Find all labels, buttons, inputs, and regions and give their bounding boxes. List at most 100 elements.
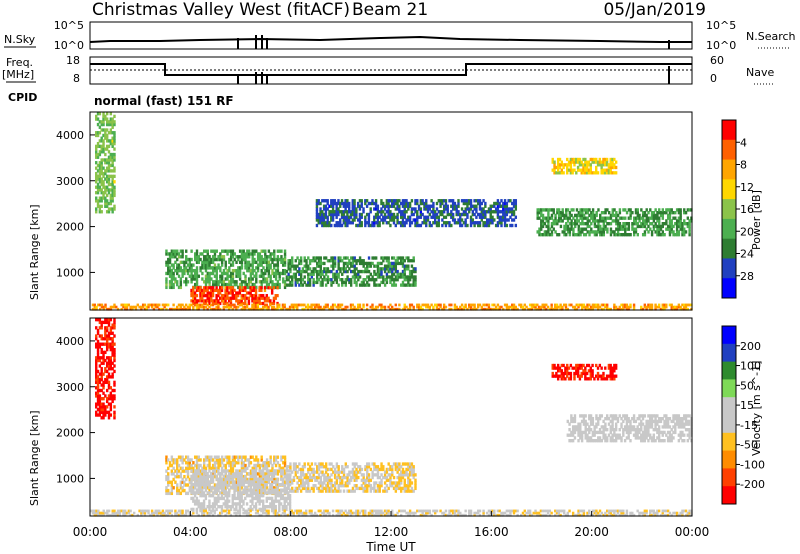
data-cell [206, 288, 209, 293]
data-cell [507, 307, 510, 311]
data-cell [244, 455, 247, 459]
data-cell [460, 303, 464, 307]
data-cell [611, 157, 614, 162]
data-cell [170, 280, 174, 284]
data-cell [199, 474, 202, 479]
data-cell [346, 465, 349, 469]
data-cell [215, 488, 218, 492]
data-cell [599, 233, 602, 237]
data-cell [652, 227, 656, 231]
data-cell [96, 347, 100, 352]
data-cell [231, 271, 235, 276]
data-cell [238, 282, 242, 287]
data-cell [219, 291, 222, 295]
data-cell [197, 260, 200, 265]
data-cell [316, 280, 319, 285]
data-cell [177, 285, 181, 290]
data-cell [353, 272, 356, 276]
data-cell [321, 470, 324, 474]
data-cell [244, 458, 247, 462]
data-cell [348, 261, 351, 266]
data-cell [330, 201, 333, 206]
data-cell [576, 165, 580, 170]
data-cell [321, 484, 324, 488]
data-cell [605, 163, 609, 167]
data-cell [561, 208, 564, 212]
data-cell [265, 299, 268, 303]
data-cell [683, 233, 686, 237]
data-cell [414, 278, 417, 282]
data-cell [233, 280, 236, 284]
data-cell [392, 475, 396, 480]
data-cell [177, 263, 181, 267]
data-cell [545, 219, 548, 223]
data-cell [641, 233, 645, 237]
data-cell [256, 461, 260, 465]
data-cell [111, 139, 114, 143]
data-cell [547, 211, 550, 215]
data-cell [606, 227, 609, 231]
data-cell [416, 221, 419, 225]
data-cell [310, 272, 314, 276]
data-cell [208, 494, 211, 498]
data-cell [441, 223, 444, 228]
data-cell [339, 267, 342, 271]
data-cell [96, 163, 100, 168]
data-cell [242, 280, 245, 284]
data-cell [104, 196, 107, 200]
data-cell [291, 478, 294, 482]
data-cell [204, 469, 208, 473]
data-cell [584, 227, 588, 231]
data-cell [113, 139, 116, 143]
data-cell [217, 494, 220, 498]
data-cell [183, 474, 186, 479]
data-cell [185, 455, 188, 459]
data-cell [369, 305, 372, 309]
data-cell [396, 475, 399, 480]
data-cell [367, 478, 371, 482]
data-cell [179, 474, 183, 479]
data-cell [192, 477, 195, 481]
data-cell [414, 269, 417, 274]
data-cell [289, 267, 292, 271]
data-cell [466, 199, 469, 203]
data-cell [342, 307, 346, 311]
data-cell [412, 470, 415, 474]
data-cell [211, 294, 215, 298]
data-cell [269, 266, 272, 270]
data-cell [600, 171, 603, 175]
data-cell [317, 462, 321, 466]
data-cell [654, 305, 657, 309]
data-cell [283, 260, 287, 265]
data-cell [229, 271, 233, 276]
data-cell [254, 291, 258, 295]
data-cell [339, 475, 342, 480]
data-cell [102, 380, 105, 385]
data-cell [188, 263, 192, 267]
data-cell [351, 475, 355, 480]
data-cell [299, 489, 303, 493]
data-cell [181, 268, 184, 273]
data-cell [509, 199, 512, 203]
data-cell [366, 473, 369, 477]
data-cell [124, 303, 127, 307]
data-cell [256, 252, 260, 256]
data-cell [367, 473, 371, 477]
data-cell [107, 413, 111, 417]
data-cell [98, 188, 102, 192]
data-cell [220, 485, 224, 490]
data-cell [206, 472, 209, 476]
data-cell [105, 177, 109, 181]
data-cell [485, 303, 489, 307]
data-cell [251, 294, 254, 298]
data-cell [324, 470, 328, 474]
data-cell [355, 272, 358, 276]
data-cell [165, 477, 168, 482]
data-cell [260, 274, 263, 278]
data-cell [337, 212, 340, 217]
data-cell [457, 212, 460, 217]
data-cell [593, 222, 597, 226]
data-cell [387, 267, 390, 271]
data-cell [326, 467, 330, 472]
data-cell [199, 480, 202, 484]
